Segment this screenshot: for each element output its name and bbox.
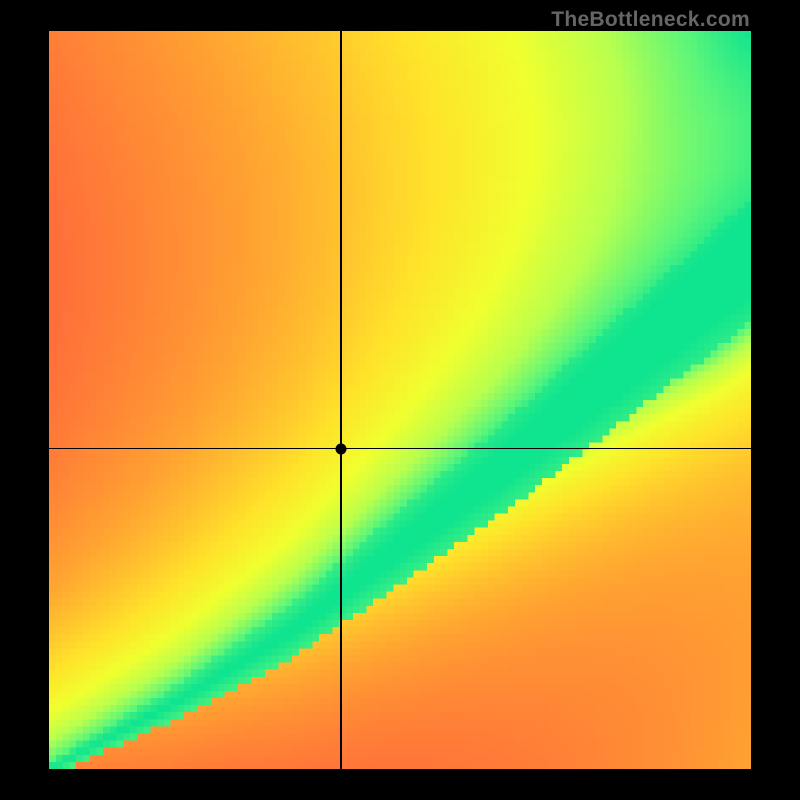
crosshair-marker	[336, 443, 347, 454]
crosshair-vertical	[340, 31, 341, 769]
crosshair-horizontal	[49, 448, 751, 449]
heatmap-plot	[49, 31, 751, 769]
heatmap-canvas	[49, 31, 751, 769]
watermark-text: TheBottleneck.com	[551, 8, 750, 32]
